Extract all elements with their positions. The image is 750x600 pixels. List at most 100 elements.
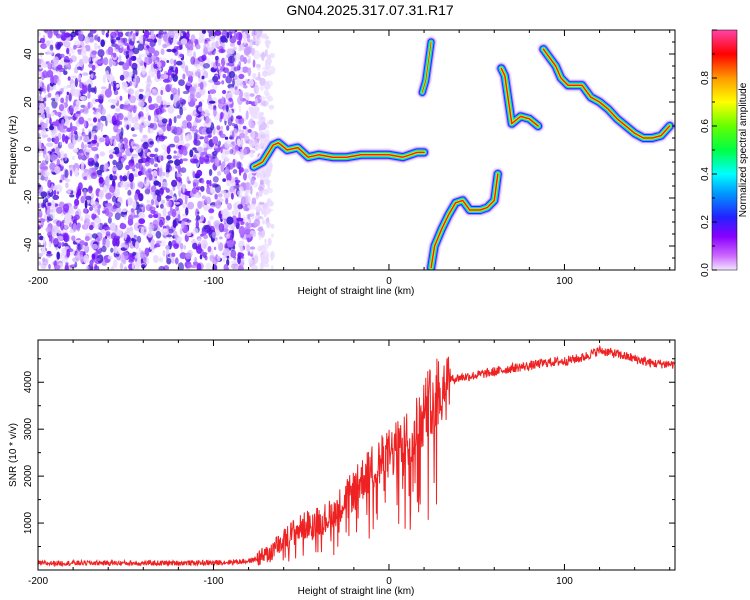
- heatmap-ridge-mid-branch: [500, 67, 539, 127]
- heatmap-noise-layer: [38, 30, 276, 270]
- heatmap-noise-cell: [128, 57, 132, 67]
- heatmap-noise-cell: [127, 210, 132, 215]
- heatmap-noise-cell: [132, 47, 140, 55]
- heatmap-noise-cell: [119, 223, 127, 230]
- heatmap-noise-cell: [50, 74, 54, 84]
- heatmap-noise-cell: [60, 87, 64, 93]
- heatmap-noise-cell: [190, 34, 196, 43]
- heatmap-noise-cell: [100, 115, 107, 122]
- heatmap-noise-cell: [84, 144, 87, 150]
- heatmap-noise-cell: [172, 74, 178, 82]
- heatmap-noise-cell: [263, 89, 269, 96]
- heatmap-noise-cell: [201, 75, 205, 80]
- heatmap-noise-cell: [98, 176, 104, 184]
- heatmap-noise-cell: [115, 44, 120, 50]
- heatmap-noise-cell: [111, 40, 115, 45]
- heatmap-noise-cell: [97, 36, 101, 43]
- heatmap-noise-cell: [227, 162, 234, 170]
- heatmap-noise-cell: [187, 201, 195, 210]
- heatmap-noise-cell: [172, 64, 176, 71]
- heatmap-noise-cell: [221, 57, 226, 67]
- heatmap-noise-cell: [166, 154, 172, 160]
- heatmap-noise-cell: [226, 233, 231, 239]
- heatmap-noise-cell: [256, 35, 260, 39]
- heatmap-noise-cell: [232, 169, 238, 174]
- heatmap-noise-cell: [42, 44, 47, 49]
- heatmap-noise-cell: [157, 114, 161, 120]
- heatmap-noise-cell: [129, 95, 136, 104]
- heatmap-noise-cell: [116, 112, 124, 121]
- heatmap-noise-cell: [250, 121, 255, 128]
- heatmap-noise-cell: [52, 194, 60, 200]
- heatmap-noise-cell: [132, 134, 138, 137]
- heatmap-noise-cell: [113, 201, 121, 209]
- heatmap-noise-cell: [97, 45, 101, 50]
- heatmap-noise-cell: [89, 51, 97, 59]
- heatmap-noise-cell: [193, 194, 201, 198]
- snr-plot-area: [38, 340, 675, 570]
- heatmap-noise-cell: [221, 30, 228, 38]
- heatmap-noise-cell: [186, 219, 192, 223]
- heatmap-noise-cell: [70, 82, 76, 90]
- heatmap-noise-cell: [138, 193, 144, 202]
- heatmap-noise-cell: [215, 55, 219, 61]
- heatmap-noise-cell: [204, 135, 209, 145]
- heatmap-noise-cell: [63, 41, 71, 48]
- heatmap-noise-cell: [84, 36, 90, 44]
- heatmap-noise-cell: [166, 145, 171, 155]
- heatmap-noise-cell: [59, 221, 65, 231]
- heatmap-noise-cell: [146, 75, 151, 83]
- heatmap-noise-cell: [98, 137, 105, 143]
- heatmap-noise-cell: [47, 61, 52, 70]
- heatmap-noise-cell: [245, 30, 249, 36]
- heatmap-noise-cell: [86, 218, 91, 226]
- heatmap-ytick-label: -40: [23, 237, 34, 252]
- heatmap-noise-cell: [46, 208, 51, 217]
- heatmap-noise-cell: [146, 45, 150, 49]
- heatmap-noise-cell: [91, 243, 99, 250]
- snr-ytick-label: 4000: [23, 370, 34, 393]
- heatmap-noise-cell: [161, 181, 168, 188]
- heatmap-noise-cell: [216, 62, 221, 67]
- heatmap-noise-cell: [246, 33, 251, 43]
- heatmap-noise-cell: [245, 92, 250, 101]
- heatmap-noise-cell: [39, 210, 43, 215]
- heatmap-noise-cell: [269, 52, 276, 59]
- heatmap-noise-cell: [266, 120, 270, 130]
- heatmap-noise-cell: [116, 118, 121, 128]
- heatmap-noise-cell: [199, 254, 203, 260]
- heatmap-noise-cell: [94, 98, 102, 103]
- heatmap-noise-cell: [82, 132, 86, 139]
- heatmap-noise-cell: [223, 263, 229, 270]
- heatmap-noise-cell: [45, 253, 53, 257]
- heatmap-noise-cell: [42, 259, 49, 266]
- heatmap-noise-cell: [101, 261, 108, 266]
- heatmap-noise-cell: [105, 32, 109, 38]
- heatmap-noise-cell: [91, 139, 98, 144]
- heatmap-noise-cell: [92, 130, 96, 134]
- heatmap-noise-cell: [53, 237, 59, 247]
- heatmap-noise-cell: [196, 238, 202, 245]
- heatmap-noise-cell: [96, 169, 103, 176]
- heatmap-noise-cell: [83, 176, 88, 181]
- heatmap-noise-cell: [90, 87, 96, 93]
- heatmap-noise-cell: [220, 210, 226, 215]
- heatmap-noise-cell: [76, 222, 81, 232]
- heatmap-noise-cell: [184, 195, 188, 205]
- heatmap-noise-cell: [67, 190, 71, 195]
- heatmap-noise-cell: [176, 60, 183, 66]
- heatmap-noise-cell: [249, 107, 256, 116]
- heatmap-noise-cell: [51, 148, 55, 152]
- heatmap-noise-cell: [61, 241, 65, 247]
- heatmap-noise-cell: [75, 251, 81, 262]
- heatmap-noise-cell: [192, 147, 197, 151]
- heatmap-noise-cell: [171, 208, 177, 218]
- heatmap-noise-cell: [120, 157, 125, 164]
- heatmap-noise-cell: [186, 121, 192, 129]
- heatmap-noise-cell: [132, 200, 137, 210]
- heatmap-noise-cell: [182, 158, 188, 162]
- heatmap-noise-cell: [77, 32, 84, 42]
- heatmap-noise-cell: [267, 200, 274, 207]
- heatmap-noise-cell: [105, 70, 110, 79]
- heatmap-noise-cell: [236, 138, 241, 146]
